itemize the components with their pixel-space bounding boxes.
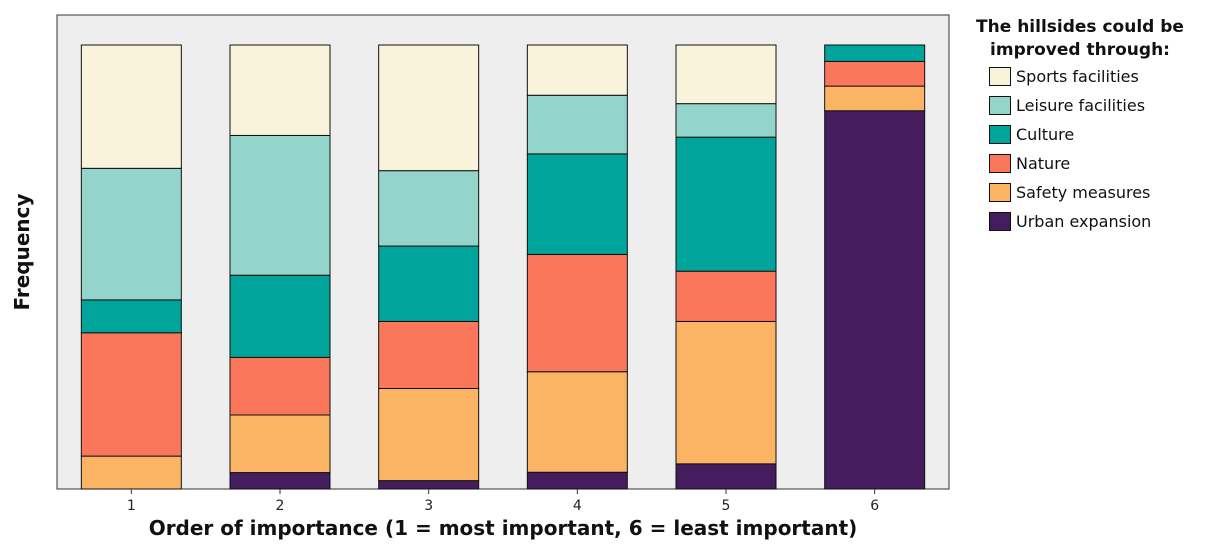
bars-group: [80, 44, 926, 490]
bar-segment-6-culture: [824, 44, 926, 62]
legend-swatch: [989, 96, 1011, 115]
x-tick-label: 4: [573, 498, 582, 514]
bar-segment-4-urban-expansion: [526, 471, 628, 490]
legend-item-culture: Culture: [989, 120, 1200, 149]
bar-segment-2-safety-measures: [229, 414, 331, 474]
bar-segment-3-culture: [378, 245, 480, 322]
bar-segment-4-sports-facilities: [526, 44, 628, 96]
x-axis-title: Order of importance (1 = most important,…: [149, 516, 858, 540]
x-tick-label: 1: [127, 498, 136, 514]
plot-area: [56, 14, 950, 490]
bar-segment-3-urban-expansion: [378, 480, 480, 490]
bar-segment-3-sports-facilities: [378, 44, 480, 172]
x-tick-label: 2: [276, 498, 285, 514]
x-tick-label: 3: [424, 498, 433, 514]
bar-segment-6-nature: [824, 60, 926, 87]
bar-segment-1-culture: [80, 299, 182, 334]
bar-segment-6-urban-expansion: [824, 110, 926, 490]
bar-segment-1-nature: [80, 332, 182, 457]
legend-swatch: [989, 67, 1011, 86]
bar-segment-3-safety-measures: [378, 387, 480, 482]
legend-label: Safety measures: [1016, 183, 1151, 202]
bar-segment-2-nature: [229, 356, 331, 416]
bar-segment-5-sports-facilities: [675, 44, 777, 105]
legend-swatch: [989, 183, 1011, 202]
bar-segment-5-safety-measures: [675, 320, 777, 465]
legend-label: Nature: [1016, 154, 1071, 173]
legend-item-nature: Nature: [989, 149, 1200, 178]
bar-segment-4-leisure-facilities: [526, 94, 628, 155]
bar-segment-2-culture: [229, 274, 331, 358]
legend: The hillsides could be improved through:…: [960, 16, 1200, 236]
legend-item-leisure-facilities: Leisure facilities: [989, 91, 1200, 120]
legend-items: Sports facilities Leisure facilities Cultu…: [960, 62, 1200, 236]
legend-item-sports-facilities: Sports facilities: [989, 62, 1200, 91]
bar-segment-3-leisure-facilities: [378, 170, 480, 247]
bar-segment-2-leisure-facilities: [229, 134, 331, 276]
legend-swatch: [989, 212, 1011, 231]
legend-item-safety-measures: Safety measures: [989, 178, 1200, 207]
bar-segment-1-sports-facilities: [80, 44, 182, 169]
legend-label: Sports facilities: [1016, 67, 1139, 86]
bar-segment-5-urban-expansion: [675, 463, 777, 490]
bar-segment-1-safety-measures: [80, 455, 182, 490]
bar-segment-3-nature: [378, 320, 480, 389]
legend-item-urban-expansion: Urban expansion: [989, 207, 1200, 236]
legend-title: The hillsides could be improved through:: [976, 17, 1184, 60]
bar-segment-4-safety-measures: [526, 371, 628, 473]
legend-label: Leisure facilities: [1016, 96, 1146, 115]
bar-segment-2-urban-expansion: [229, 472, 331, 490]
y-axis-title: Frequency: [10, 193, 34, 310]
legend-swatch: [989, 154, 1011, 173]
bar-segment-2-sports-facilities: [229, 44, 331, 136]
bar-segment-5-nature: [675, 270, 777, 322]
bar-segment-5-leisure-facilities: [675, 103, 777, 138]
bar-segment-6-safety-measures: [824, 85, 926, 112]
x-tick-label: 6: [870, 498, 879, 514]
legend-label: Urban expansion: [1016, 212, 1152, 231]
bar-segment-1-leisure-facilities: [80, 167, 182, 301]
bar-segment-5-culture: [675, 136, 777, 272]
x-tick-label: 5: [722, 498, 731, 514]
legend-label: Culture: [1016, 125, 1075, 144]
bar-segment-4-nature: [526, 253, 628, 373]
legend-swatch: [989, 125, 1011, 144]
bar-segment-4-culture: [526, 153, 628, 255]
x-ticks-group: 1 2 3 4 5 6: [127, 489, 879, 514]
